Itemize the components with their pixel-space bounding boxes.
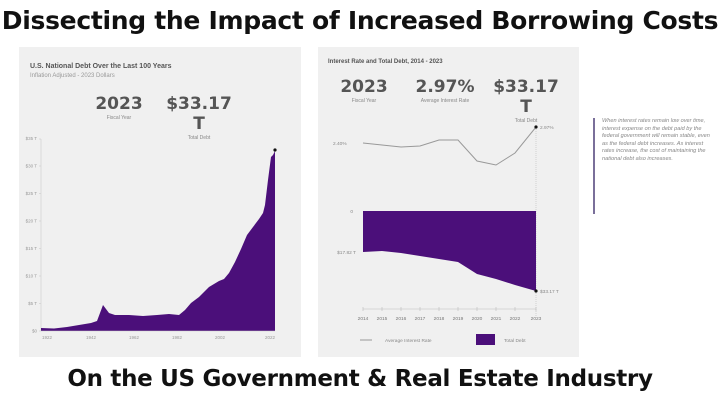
x-tick: 2022	[265, 335, 276, 340]
panel-title: U.S. National Debt Over the Last 100 Yea…	[30, 63, 172, 70]
legend-area-label: Total Debt	[504, 338, 526, 344]
y-tick: $20 T	[26, 219, 38, 224]
kpi-fiscal-year: 2023 Fiscal Year	[95, 94, 143, 121]
y-tick: $0	[32, 329, 38, 334]
legend-line-label: Average Interest Rate	[385, 338, 432, 344]
x-tick: 2017	[415, 316, 426, 322]
y-tick: $10 T	[26, 274, 38, 279]
rate-start-label: 2.40%	[333, 141, 347, 147]
x-tick: 2015	[377, 316, 388, 322]
zero-label: 0	[350, 209, 353, 215]
x-tick: 2014	[358, 316, 369, 322]
headline-top: Dissecting the Impact of Increased Borro…	[1, 6, 719, 35]
y-tick: $30 T	[26, 164, 38, 169]
y-tick: $5 T	[28, 301, 37, 306]
x-tick: 2018	[434, 316, 445, 322]
x-tick: 2022	[510, 316, 521, 322]
interest-rate-panel: Interest Rate and Total Debt, 2014 - 202…	[318, 47, 579, 357]
y-tick: $25 T	[26, 191, 38, 196]
panel-title: Interest Rate and Total Debt, 2014 - 202…	[328, 59, 443, 65]
kpi-total-debt: $33.17 T Total Debt	[493, 77, 559, 124]
national-debt-area-chart: $0 $5 T $10 T $15 T $20 T $25 T $30 T $3…	[26, 136, 277, 340]
x-tick: 1922	[42, 335, 53, 340]
debt-start-label: $17.82 T	[337, 250, 356, 256]
x-tick: 2023	[531, 316, 542, 322]
x-tick: 2002	[215, 335, 226, 340]
y-tick: $35 T	[26, 136, 38, 141]
headline-bottom: On the US Government & Real Estate Indus…	[67, 366, 653, 392]
x-tick: 2016	[396, 316, 407, 322]
rate-end-label: 2.97%	[540, 125, 554, 131]
kpi-total-debt: $33.17 T Total Debt	[166, 94, 232, 141]
kpi-average-interest-rate: 2.97% Average Interest Rate	[415, 77, 475, 104]
x-tick: 2020	[472, 316, 483, 322]
kpi-fiscal-year: 2023 Fiscal Year	[340, 77, 388, 104]
x-tick: 2021	[491, 316, 502, 322]
panel-subtitle: Inflation Adjusted - 2023 Dollars	[30, 73, 115, 79]
x-tick: 1942	[86, 335, 97, 340]
chart-legend: Average Interest Rate Total Debt	[360, 334, 526, 345]
interest-rate-debt-chart: 2.40% 2.97% 0 $17.82 T $33.17 T 2014 201…	[333, 125, 559, 345]
legend-area-swatch	[476, 334, 495, 345]
debt-end-label: $33.17 T	[540, 289, 559, 295]
y-tick: $15 T	[26, 246, 38, 251]
x-tick: 2019	[453, 316, 464, 322]
x-tick: 1982	[172, 335, 183, 340]
x-tick: 1962	[129, 335, 140, 340]
side-note: When interest rates remain low over time…	[593, 118, 712, 214]
national-debt-panel: U.S. National Debt Over the Last 100 Yea…	[19, 47, 301, 357]
